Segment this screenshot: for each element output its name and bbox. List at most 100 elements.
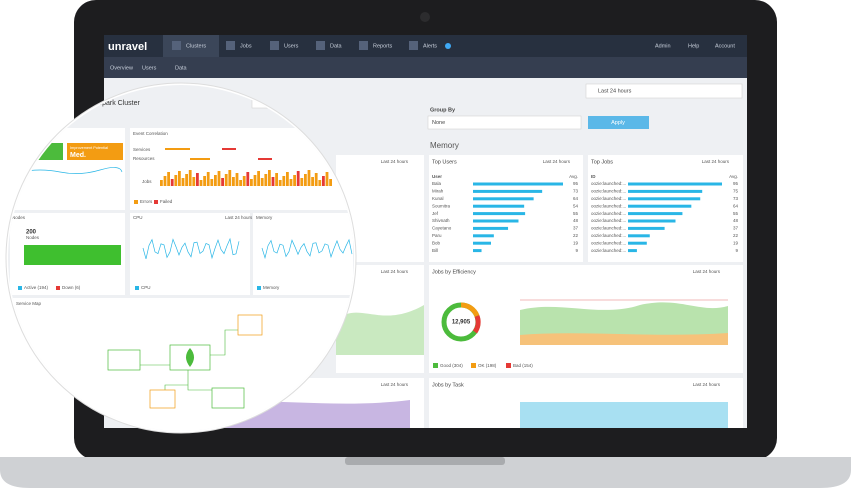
row-bar: [473, 234, 494, 238]
area-chart: [520, 333, 728, 345]
apply-button[interactable]: [588, 116, 649, 129]
row-bar: [628, 197, 701, 201]
cpu-legend: CPU: [141, 285, 151, 290]
legend-label: Good (304): [440, 363, 463, 368]
memory-line: [261, 238, 353, 260]
row-name: oozie:launched:...: [591, 218, 626, 223]
alert-badge: [445, 43, 451, 49]
row-value: 95: [733, 181, 739, 186]
nav-item[interactable]: Clusters: [186, 43, 206, 49]
hinge: [345, 457, 505, 465]
nav-right-item[interactable]: Account: [715, 43, 735, 49]
group-by-select[interactable]: [427, 115, 582, 130]
job-bar: [268, 170, 271, 186]
job-bar: [239, 180, 242, 186]
job-bar: [289, 179, 293, 186]
map-node: [211, 387, 245, 409]
group-by-value: None: [432, 120, 445, 126]
row-bar: [473, 182, 563, 186]
nav-item[interactable]: Users: [284, 43, 299, 49]
row-name: Shivnath: [432, 218, 450, 223]
donut-ok: [460, 302, 480, 318]
services-label: Services: [133, 147, 151, 152]
panel-time: Last 24 hours: [702, 159, 730, 164]
row-name: oozie:launched:...: [591, 240, 626, 245]
sub-nav-item[interactable]: Data: [175, 65, 188, 71]
laptop-base: [0, 457, 851, 488]
job-bar: [228, 170, 232, 186]
row-bar: [473, 219, 519, 223]
memory-legend: Memory: [263, 285, 280, 290]
job-bar: [264, 174, 268, 186]
job-bar: [160, 180, 163, 186]
memory-panel: [253, 213, 353, 295]
map-node: [107, 349, 141, 371]
row-value: 37: [573, 226, 579, 231]
job-bar: [325, 172, 329, 186]
panel-time: Last 24 hours: [381, 382, 409, 387]
job-bar: [210, 179, 214, 186]
legend-swatch: [56, 286, 60, 290]
nav-item[interactable]: Alerts: [423, 43, 437, 49]
job-bar: [214, 175, 217, 186]
row-bar: [628, 212, 683, 216]
row-name: Soumitra: [432, 203, 451, 208]
sub-nav-item[interactable]: Overview: [110, 65, 133, 71]
job-bar: [185, 174, 188, 186]
job-bar: [293, 175, 296, 186]
job-bar: [203, 176, 206, 186]
row-value: 54: [573, 203, 579, 208]
node-count: 200: [26, 230, 37, 236]
row-name: oozie:launched:...: [591, 226, 626, 231]
nav-icon: [316, 41, 325, 50]
camera: [420, 12, 430, 22]
active-label: Active (194): [24, 285, 49, 290]
nav-bar: [104, 35, 747, 57]
nav-icon: [226, 41, 235, 50]
legend-label: Bad (154): [513, 363, 533, 368]
nav-item[interactable]: Data: [330, 43, 343, 49]
row-bar: [628, 204, 692, 208]
legend-swatch: [506, 363, 511, 368]
job-bar: [275, 173, 278, 186]
row-name: Bala: [432, 181, 442, 186]
row-bar: [628, 234, 650, 238]
donut-total: 12,905: [452, 320, 471, 326]
map-icon: [186, 348, 194, 367]
row-name: Bob: [432, 240, 441, 245]
row-bar: [473, 197, 534, 201]
cpu-time: Last 24 hours: [225, 215, 253, 220]
row-value: 9: [575, 248, 578, 253]
job-bar: [307, 170, 311, 186]
job-bar: [221, 178, 224, 186]
job-bar: [170, 179, 174, 186]
job-bar: [250, 179, 253, 186]
service-map-title: Service Map: [16, 301, 42, 306]
row-value: 9: [735, 248, 738, 253]
event-bar: [190, 158, 210, 160]
nav-item[interactable]: Reports: [373, 43, 393, 49]
row-name: oozie:launched:...: [591, 233, 626, 238]
nav-right-item[interactable]: Help: [688, 43, 699, 49]
row-name: Jef: [432, 211, 439, 216]
nav-item[interactable]: Jobs: [240, 43, 252, 49]
time-select[interactable]: [585, 83, 743, 99]
row-value: 22: [573, 233, 579, 238]
col-header: Avg.: [729, 174, 738, 179]
job-bar: [282, 176, 286, 186]
row-value: 73: [733, 196, 739, 201]
job-bar: [260, 178, 264, 186]
job-bar: [217, 171, 221, 186]
apply-label: Apply: [611, 120, 625, 126]
job-bar: [196, 173, 199, 186]
event-bar: [165, 148, 190, 150]
row-name: Cayetano: [432, 226, 452, 231]
nav-icon: [409, 41, 418, 50]
top-users-panel: [429, 155, 583, 262]
section-title: Memory: [430, 141, 459, 150]
sub-nav-item[interactable]: Users: [142, 65, 157, 71]
job-bar: [311, 177, 314, 186]
nav-right-item[interactable]: Admin: [655, 43, 671, 49]
job-bar: [296, 171, 300, 186]
map-node: [149, 389, 176, 409]
